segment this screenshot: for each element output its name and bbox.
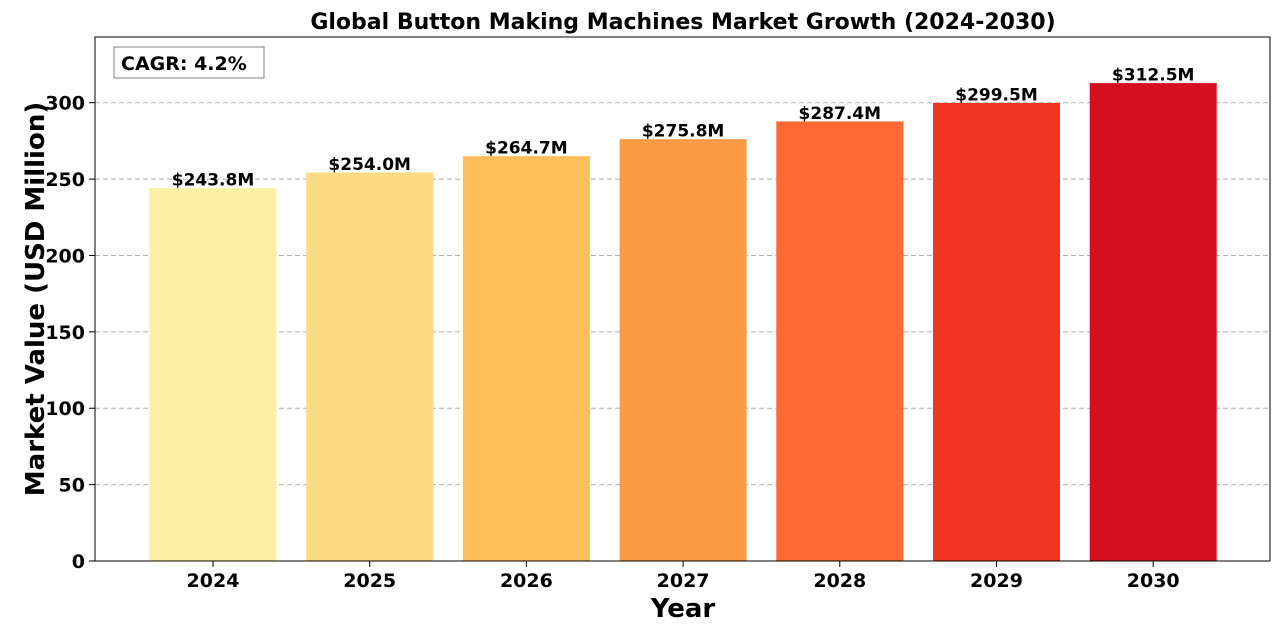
data-label: $243.8M	[172, 171, 255, 191]
bar-2030	[1089, 83, 1217, 562]
bar-2029	[933, 102, 1060, 562]
x-tick-label: 2027	[657, 570, 710, 592]
x-tick-label: 2028	[813, 570, 866, 592]
y-tick-label: 150	[45, 322, 85, 344]
data-labels: $243.8M $254.0M $264.7M $275.8M $287.4M $299.…	[172, 66, 1195, 191]
cagr-annotation-text: CAGR: 4.2%	[121, 53, 247, 75]
y-tick-label: 100	[45, 398, 85, 420]
data-label: $254.0M	[328, 155, 411, 175]
data-label: $312.5M	[1112, 66, 1195, 86]
cagr-annotation: CAGR: 4.2%	[113, 46, 265, 79]
x-tick-label: 2029	[970, 570, 1023, 592]
x-tick-label: 2024	[187, 570, 240, 592]
plot-frame	[94, 36, 1271, 562]
y-axis: 0 50 100 150 200 250 300	[45, 93, 95, 573]
bars	[149, 83, 1217, 562]
x-tick-label: 2030	[1127, 570, 1180, 592]
x-tick-label: 2026	[500, 570, 553, 592]
data-label: $287.4M	[799, 104, 882, 124]
data-label: $275.8M	[642, 122, 725, 142]
x-axis-title: Year	[650, 594, 716, 624]
y-tick-label: 250	[45, 169, 85, 191]
y-axis-title: Market Value (USD Million)	[21, 102, 51, 496]
y-tick-label: 50	[59, 475, 85, 497]
x-tick-label: 2025	[343, 570, 396, 592]
bar-2026	[462, 156, 590, 562]
bar-2024	[149, 188, 277, 562]
x-axis: 2024 2025 2026 2027 2028 2029 2030	[187, 561, 1180, 592]
bar-2025	[306, 172, 434, 562]
y-tick-label: 300	[45, 93, 85, 115]
cagr-annotation-box	[113, 46, 265, 79]
y-tick-label: 200	[45, 245, 85, 267]
chart-title: Global Button Making Machines Market Gro…	[310, 10, 1055, 35]
y-tick-label: 0	[72, 551, 85, 573]
bar-2027	[619, 139, 747, 562]
bar-2028	[776, 121, 904, 562]
data-label: $264.7M	[485, 139, 568, 159]
data-label: $299.5M	[955, 85, 1038, 105]
